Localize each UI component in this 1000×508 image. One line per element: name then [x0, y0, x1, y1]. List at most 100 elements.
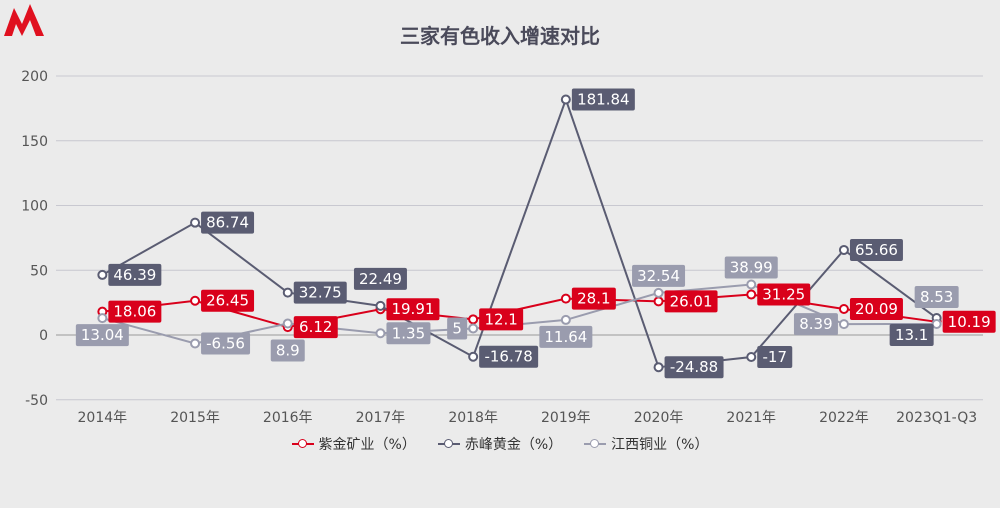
legend-marker-icon: [437, 439, 460, 449]
data-label: -6.56: [206, 334, 245, 352]
data-label: 181.84: [577, 91, 630, 109]
data-point: [653, 296, 664, 307]
data-label-box: [293, 281, 347, 304]
y-tick-label: 150: [21, 134, 48, 150]
x-tick-label: 2020年: [634, 410, 684, 426]
y-tick-label: 200: [21, 69, 48, 85]
x-tick-label: 2017年: [356, 410, 406, 426]
data-point: [838, 319, 849, 330]
data-label: 1.35: [392, 324, 425, 342]
data-label-box: [942, 310, 996, 333]
data-point: [468, 323, 479, 334]
data-label-box: [386, 322, 431, 345]
legend-label: 江西铜业（%）: [611, 437, 709, 453]
legend-item-zijin[interactable]: 紫金矿业（%）: [291, 434, 416, 454]
data-label: 13.04: [81, 326, 124, 344]
data-label-box: [632, 264, 686, 287]
legend-label: 紫金矿业（%）: [318, 437, 416, 453]
data-point: [653, 287, 664, 298]
data-point: [560, 314, 571, 325]
legend-item-chifeng[interactable]: 赤峰黄金（%）: [437, 434, 563, 454]
data-point: [375, 300, 386, 311]
data-label: 46.39: [113, 266, 156, 284]
data-label-box: [889, 324, 934, 347]
data-point: [97, 313, 108, 324]
data-point: [190, 295, 201, 306]
y-tick-label: -50: [25, 393, 48, 409]
data-point: [97, 269, 108, 280]
x-tick-label: 2021年: [726, 410, 776, 426]
legend-item-jiangxi[interactable]: 江西铜业（%）: [584, 434, 708, 454]
data-point: [653, 362, 664, 373]
y-tick-label: 50: [30, 263, 48, 279]
data-point: [282, 318, 293, 329]
x-tick-label: 2019年: [541, 410, 591, 426]
data-label-box: [108, 263, 162, 286]
data-label-box: [914, 285, 959, 308]
data-label-box: [479, 308, 524, 331]
data-label-box: [201, 332, 251, 355]
data-label-box: [108, 300, 162, 323]
data-label-box: [757, 283, 811, 306]
x-tick-label: 2016年: [263, 410, 313, 426]
data-label: 32.75: [299, 284, 342, 302]
data-label: -24.88: [670, 358, 718, 376]
data-label: 6.12: [299, 318, 332, 336]
data-label: 38.99: [730, 259, 773, 277]
data-label: 13.1: [895, 326, 928, 344]
data-label-box: [353, 267, 407, 290]
data-label: 8.39: [799, 315, 832, 333]
data-label: 18.06: [113, 303, 156, 321]
data-point: [560, 293, 571, 304]
data-label: 8.53: [920, 288, 953, 306]
data-label-box: [539, 325, 593, 348]
y-tick-label: 100: [21, 199, 48, 215]
data-label: 26.01: [670, 292, 713, 310]
data-point: [746, 289, 757, 300]
data-point: [375, 328, 386, 339]
data-label-box: [447, 317, 468, 340]
legend-label: 赤峰黄金（%）: [464, 437, 563, 453]
x-tick-label: 2014年: [78, 410, 128, 426]
data-point: [560, 94, 571, 105]
data-label: 10.19: [948, 313, 991, 331]
data-label-box: [479, 345, 539, 368]
data-label-box: [293, 316, 338, 339]
data-label-box: [664, 356, 724, 379]
y-tick-label: 0: [39, 328, 48, 344]
legend: 紫金矿业（%） 赤峰黄金（%） 江西铜业（%）: [0, 434, 1000, 454]
data-label-box: [664, 290, 718, 313]
data-point: [190, 217, 201, 228]
data-label: 65.66: [855, 241, 898, 259]
data-point: [190, 338, 201, 349]
data-label-box: [386, 298, 440, 321]
data-label: 19.91: [391, 300, 434, 318]
data-label-box: [201, 289, 255, 312]
data-label: 8.9: [276, 341, 300, 359]
data-point: [838, 244, 849, 255]
data-label-box: [724, 256, 778, 279]
data-label-box: [201, 211, 255, 234]
legend-marker-icon: [584, 439, 607, 449]
data-label-box: [793, 313, 838, 336]
data-point: [468, 314, 479, 325]
data-point: [746, 279, 757, 290]
data-label: -17: [763, 348, 788, 366]
data-point: [746, 352, 757, 363]
x-tick-label: 2015年: [170, 410, 220, 426]
chart-title: 三家有色收入增速对比: [400, 24, 600, 48]
x-tick-label: 2022年: [819, 410, 869, 426]
data-label-box: [849, 297, 903, 320]
x-tick-label: 2018年: [448, 410, 498, 426]
data-label: 28.1: [577, 290, 610, 308]
legend-marker-icon: [291, 439, 314, 449]
x-tick-label: 2023Q1-Q3: [896, 410, 977, 426]
data-label: 32.54: [637, 267, 680, 285]
data-label-box: [757, 346, 793, 369]
logo-icon: [4, 4, 44, 36]
data-label: 26.45: [206, 292, 249, 310]
data-label: 22.49: [359, 270, 402, 288]
data-label-box: [571, 287, 616, 310]
data-point: [838, 303, 849, 314]
